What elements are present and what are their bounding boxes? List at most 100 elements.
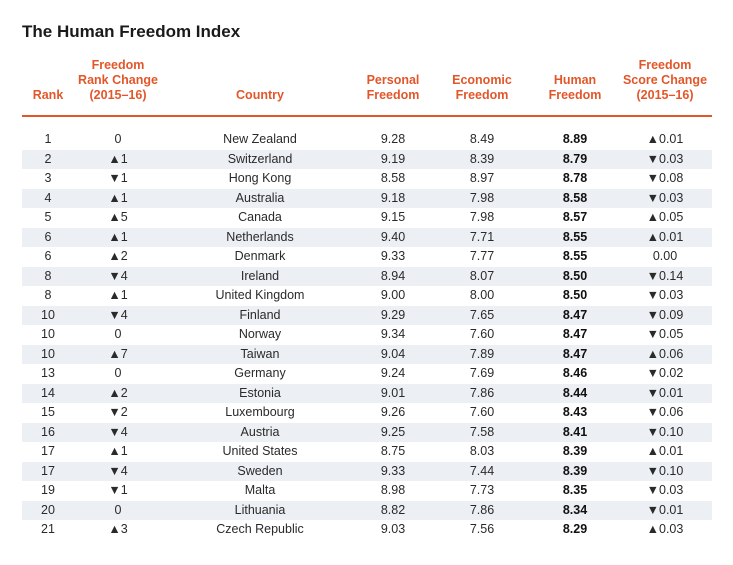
header-line: Freedom xyxy=(455,88,509,102)
table-cell: ▼4 xyxy=(108,268,128,283)
table-cell: 8.03 xyxy=(469,444,495,458)
table-cell: ▼0.03 xyxy=(646,190,684,205)
table-cell: 6 xyxy=(44,249,52,263)
table-cell: ▼4 xyxy=(108,307,128,322)
table-cell: ▲2 xyxy=(108,385,128,400)
table-cell: 9.28 xyxy=(380,132,406,146)
header-line: Human xyxy=(553,73,597,87)
table-cell: 8.50 xyxy=(562,288,588,302)
column-header: Freedom Score Change (2015–16) xyxy=(610,58,720,103)
column-header: Country xyxy=(205,88,315,103)
table-cell: ▲7 xyxy=(108,346,128,361)
table-cell: ▲0.01 xyxy=(646,444,684,458)
table-cell: 1 xyxy=(44,132,52,146)
table-cell: 9.04 xyxy=(380,346,406,361)
table-cell: ▲1 xyxy=(108,444,128,458)
table-cell: 9.33 xyxy=(380,249,406,263)
table-cell: 19 xyxy=(41,483,55,497)
table-cell: ▼0.14 xyxy=(646,268,684,283)
header-line: Freedom xyxy=(366,88,420,102)
table-cell: Austria xyxy=(240,424,280,439)
table-cell: 8.89 xyxy=(562,132,588,146)
table-cell: 8.55 xyxy=(562,229,588,244)
row-stripe xyxy=(22,461,712,481)
table-cell: 5 xyxy=(44,210,52,224)
table-cell: 8.55 xyxy=(562,249,588,263)
table-cell: 4 xyxy=(44,190,52,205)
row-stripe xyxy=(22,227,712,247)
column-header: Freedom Rank Change (2015–16) xyxy=(63,58,173,103)
row-stripe xyxy=(22,149,712,169)
row-stripe xyxy=(22,266,712,286)
table-cell: 21 xyxy=(41,522,55,536)
table-cell: Lithuania xyxy=(234,502,286,517)
table-cell: Netherlands xyxy=(226,229,294,244)
table-cell: 8.07 xyxy=(469,268,495,283)
table-cell: ▲0.03 xyxy=(646,522,684,536)
table-cell: ▼0.10 xyxy=(646,463,684,478)
table-cell: 8.43 xyxy=(562,405,588,419)
table-cell: Germany xyxy=(234,366,286,380)
table-cell: ▲2 xyxy=(108,249,128,263)
table-cell: ▲0.01 xyxy=(646,132,684,146)
table-cell: 16 xyxy=(41,424,55,439)
table-cell: 8.35 xyxy=(562,483,588,497)
header-line: Country xyxy=(236,88,284,102)
table-cell: United Kingdom xyxy=(215,288,305,302)
table-cell: 15 xyxy=(41,405,55,419)
table-cell: 0 xyxy=(114,502,122,517)
table-cell: 8.46 xyxy=(562,366,588,380)
table-cell: Taiwan xyxy=(240,346,280,361)
table-cell: Denmark xyxy=(234,249,286,263)
table-cell: 8.47 xyxy=(562,307,588,322)
row-stripe xyxy=(22,188,712,208)
table-cell: ▼0.09 xyxy=(646,307,684,322)
table-cell: ▼0.03 xyxy=(646,483,684,497)
table-cell: 8.34 xyxy=(562,502,588,517)
header-line: (2015–16) xyxy=(89,88,147,102)
table-cell: ▼0.01 xyxy=(646,502,684,517)
table-cell: 8.79 xyxy=(562,151,588,166)
table-cell: 6 xyxy=(44,229,52,244)
table-cell: 0 xyxy=(114,327,122,341)
table-cell: ▼0.01 xyxy=(646,385,684,400)
table-cell: 8.58 xyxy=(380,171,406,185)
table-cell: 7.65 xyxy=(469,307,495,322)
table-cell: ▼0.06 xyxy=(646,405,684,419)
header-line: Rank Change xyxy=(78,73,158,87)
row-stripe xyxy=(22,422,712,442)
table-cell: Finland xyxy=(239,307,281,322)
table-cell: ▲5 xyxy=(108,210,128,224)
table-cell: 7.86 xyxy=(469,385,495,400)
column-header: Economic Freedom xyxy=(427,73,537,103)
table-cell: ▼0.10 xyxy=(646,424,684,439)
table-cell: 0.00 xyxy=(652,249,678,263)
table-cell: ▲0.06 xyxy=(646,346,684,361)
table-cell: 8.41 xyxy=(562,424,588,439)
table-cell: 8.78 xyxy=(562,171,588,185)
table-cell: Norway xyxy=(238,327,282,341)
table-cell: ▼1 xyxy=(108,483,128,497)
header-line: Economic xyxy=(452,73,512,87)
table-cell: 8.97 xyxy=(469,171,495,185)
table-cell: ▼0.08 xyxy=(646,171,684,185)
table-cell: ▼1 xyxy=(108,171,128,185)
header-line: Personal xyxy=(366,73,420,87)
table-cell: 8.29 xyxy=(562,522,588,536)
table-cell: ▲1 xyxy=(108,190,128,205)
table-cell: Sweden xyxy=(237,463,283,478)
table-cell: 9.26 xyxy=(380,405,406,419)
title: The Human Freedom Index xyxy=(22,22,241,41)
table-cell: Australia xyxy=(235,190,285,205)
table-cell: 14 xyxy=(41,385,55,400)
table-cell: 8.75 xyxy=(380,444,406,458)
table-cell: 8.47 xyxy=(562,346,588,361)
table-cell: ▲1 xyxy=(108,229,128,244)
table-cell: 8.39 xyxy=(562,444,588,458)
table-cell: 8.57 xyxy=(562,210,588,224)
table-cell: 7.58 xyxy=(469,424,495,439)
table-cell: 9.25 xyxy=(380,424,406,439)
table-cell: ▼2 xyxy=(108,405,128,419)
table-cell: 8.49 xyxy=(469,132,495,146)
